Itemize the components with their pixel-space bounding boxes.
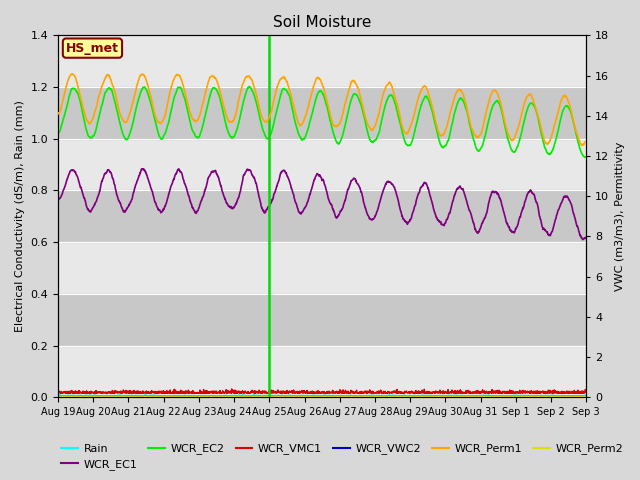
Title: Soil Moisture: Soil Moisture bbox=[273, 15, 371, 30]
Y-axis label: VWC (m3/m3), Permittivity: VWC (m3/m3), Permittivity bbox=[615, 142, 625, 291]
Text: HS_met: HS_met bbox=[66, 42, 119, 55]
Legend: Rain, WCR_EC1, WCR_EC2, WCR_VMC1, WCR_VWC2, WCR_Perm1, WCR_Perm2: Rain, WCR_EC1, WCR_EC2, WCR_VMC1, WCR_VW… bbox=[57, 439, 628, 474]
Y-axis label: Electrical Conductivity (dS/m), Rain (mm): Electrical Conductivity (dS/m), Rain (mm… bbox=[15, 100, 25, 332]
Bar bbox=[58, 87, 586, 139]
Bar bbox=[58, 191, 586, 242]
Bar bbox=[58, 294, 586, 346]
